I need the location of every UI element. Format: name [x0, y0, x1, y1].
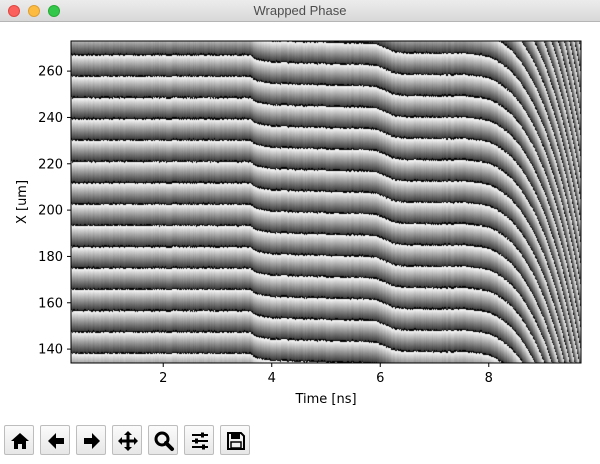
- x-axis: 2 4 6 8: [159, 363, 493, 386]
- back-button[interactable]: [40, 425, 70, 455]
- y-tick-label: 220: [38, 157, 63, 172]
- window-titlebar: Wrapped Phase: [0, 0, 600, 22]
- x-tick-label: 4: [268, 371, 276, 386]
- y-tick-label: 200: [38, 204, 63, 219]
- y-tick-label: 260: [38, 65, 63, 80]
- y-tick-label: 160: [38, 296, 63, 311]
- sliders-icon: [192, 432, 208, 450]
- configure-subplots-button[interactable]: [184, 425, 214, 455]
- x-tick-label: 8: [485, 371, 493, 386]
- arrow-left-icon: [48, 433, 64, 449]
- zoom-button[interactable]: [148, 425, 178, 455]
- home-icon: [11, 433, 29, 449]
- move-icon: [118, 431, 138, 451]
- magnifier-icon: [154, 431, 174, 451]
- y-axis: 140 160 180 200 220 240 260: [38, 65, 71, 358]
- forward-button[interactable]: [76, 425, 106, 455]
- x-tick-label: 2: [159, 371, 167, 386]
- home-button[interactable]: [4, 425, 34, 455]
- wrapped-phase-heatmap: [71, 41, 581, 363]
- close-window-button[interactable]: [8, 5, 20, 17]
- x-axis-label: Time [ns]: [294, 392, 356, 407]
- maximize-window-button[interactable]: [48, 5, 60, 17]
- minimize-window-button[interactable]: [28, 5, 40, 17]
- pan-button[interactable]: [112, 425, 142, 455]
- phase-plot-canvas[interactable]: 2 4 6 8 140 160 180 200 220 240 260 Time [ns] X […: [0, 22, 600, 422]
- y-tick-label: 140: [38, 343, 63, 358]
- y-tick-label: 180: [38, 250, 63, 265]
- floppy-disk-icon: [227, 432, 245, 450]
- axes-frame: [70, 40, 582, 364]
- save-button[interactable]: [220, 425, 250, 455]
- arrow-right-icon: [84, 433, 100, 449]
- y-axis-label: X [um]: [15, 180, 30, 224]
- y-tick-label: 240: [38, 111, 63, 126]
- x-tick-label: 6: [376, 371, 384, 386]
- window-title: Wrapped Phase: [253, 3, 347, 18]
